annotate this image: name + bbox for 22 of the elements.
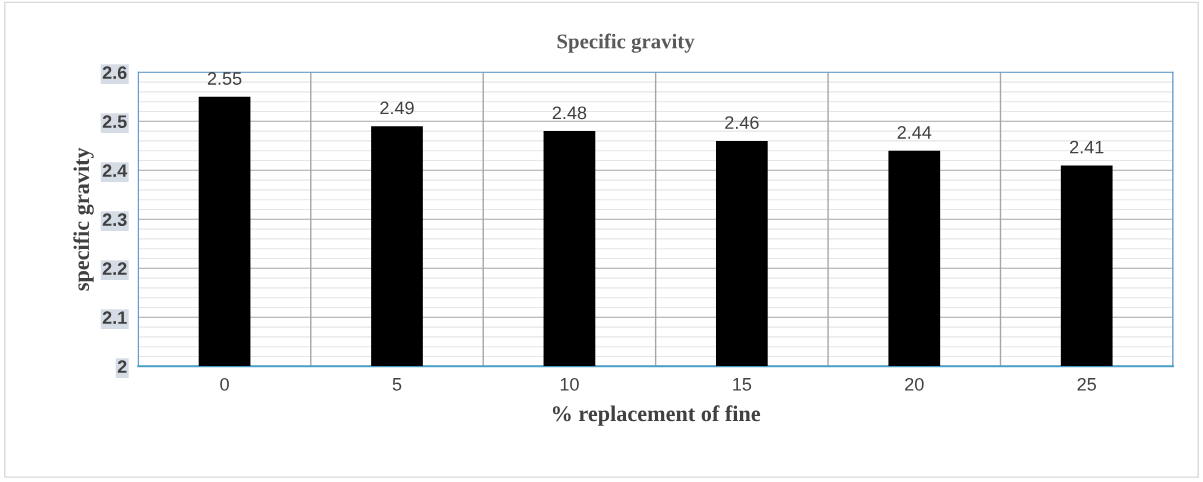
y-tick-label: 2.2 [102,262,127,275]
y-tick-label: 2.3 [102,213,127,227]
data-label: 2.55 [207,72,242,85]
y-tick-label: 2.5 [102,115,127,129]
x-axis-title: % replacement of fine [552,405,761,426]
x-tick-label: 5 [392,378,402,391]
data-label: 2.49 [380,101,414,115]
x-tick-label: 0 [220,377,229,391]
y-axis-title: specific gravity [73,147,94,291]
x-tick-label: 20 [905,377,924,391]
y-tick-label: 2.4 [102,164,128,177]
data-label: 2.44 [897,126,932,139]
data-label: 2.41 [1070,140,1104,154]
y-tick-label: 2 [117,360,127,373]
chart-title: Specific gravity [557,33,695,53]
x-tick-label: 10 [560,377,579,391]
x-tick-label: 15 [733,378,752,391]
x-tick-label: 25 [1077,377,1096,391]
y-tick-label: 2.6 [102,66,127,80]
data-label: 2.48 [552,106,587,120]
data-label: 2.46 [725,116,759,129]
y-tick-label: 2.1 [102,311,127,324]
